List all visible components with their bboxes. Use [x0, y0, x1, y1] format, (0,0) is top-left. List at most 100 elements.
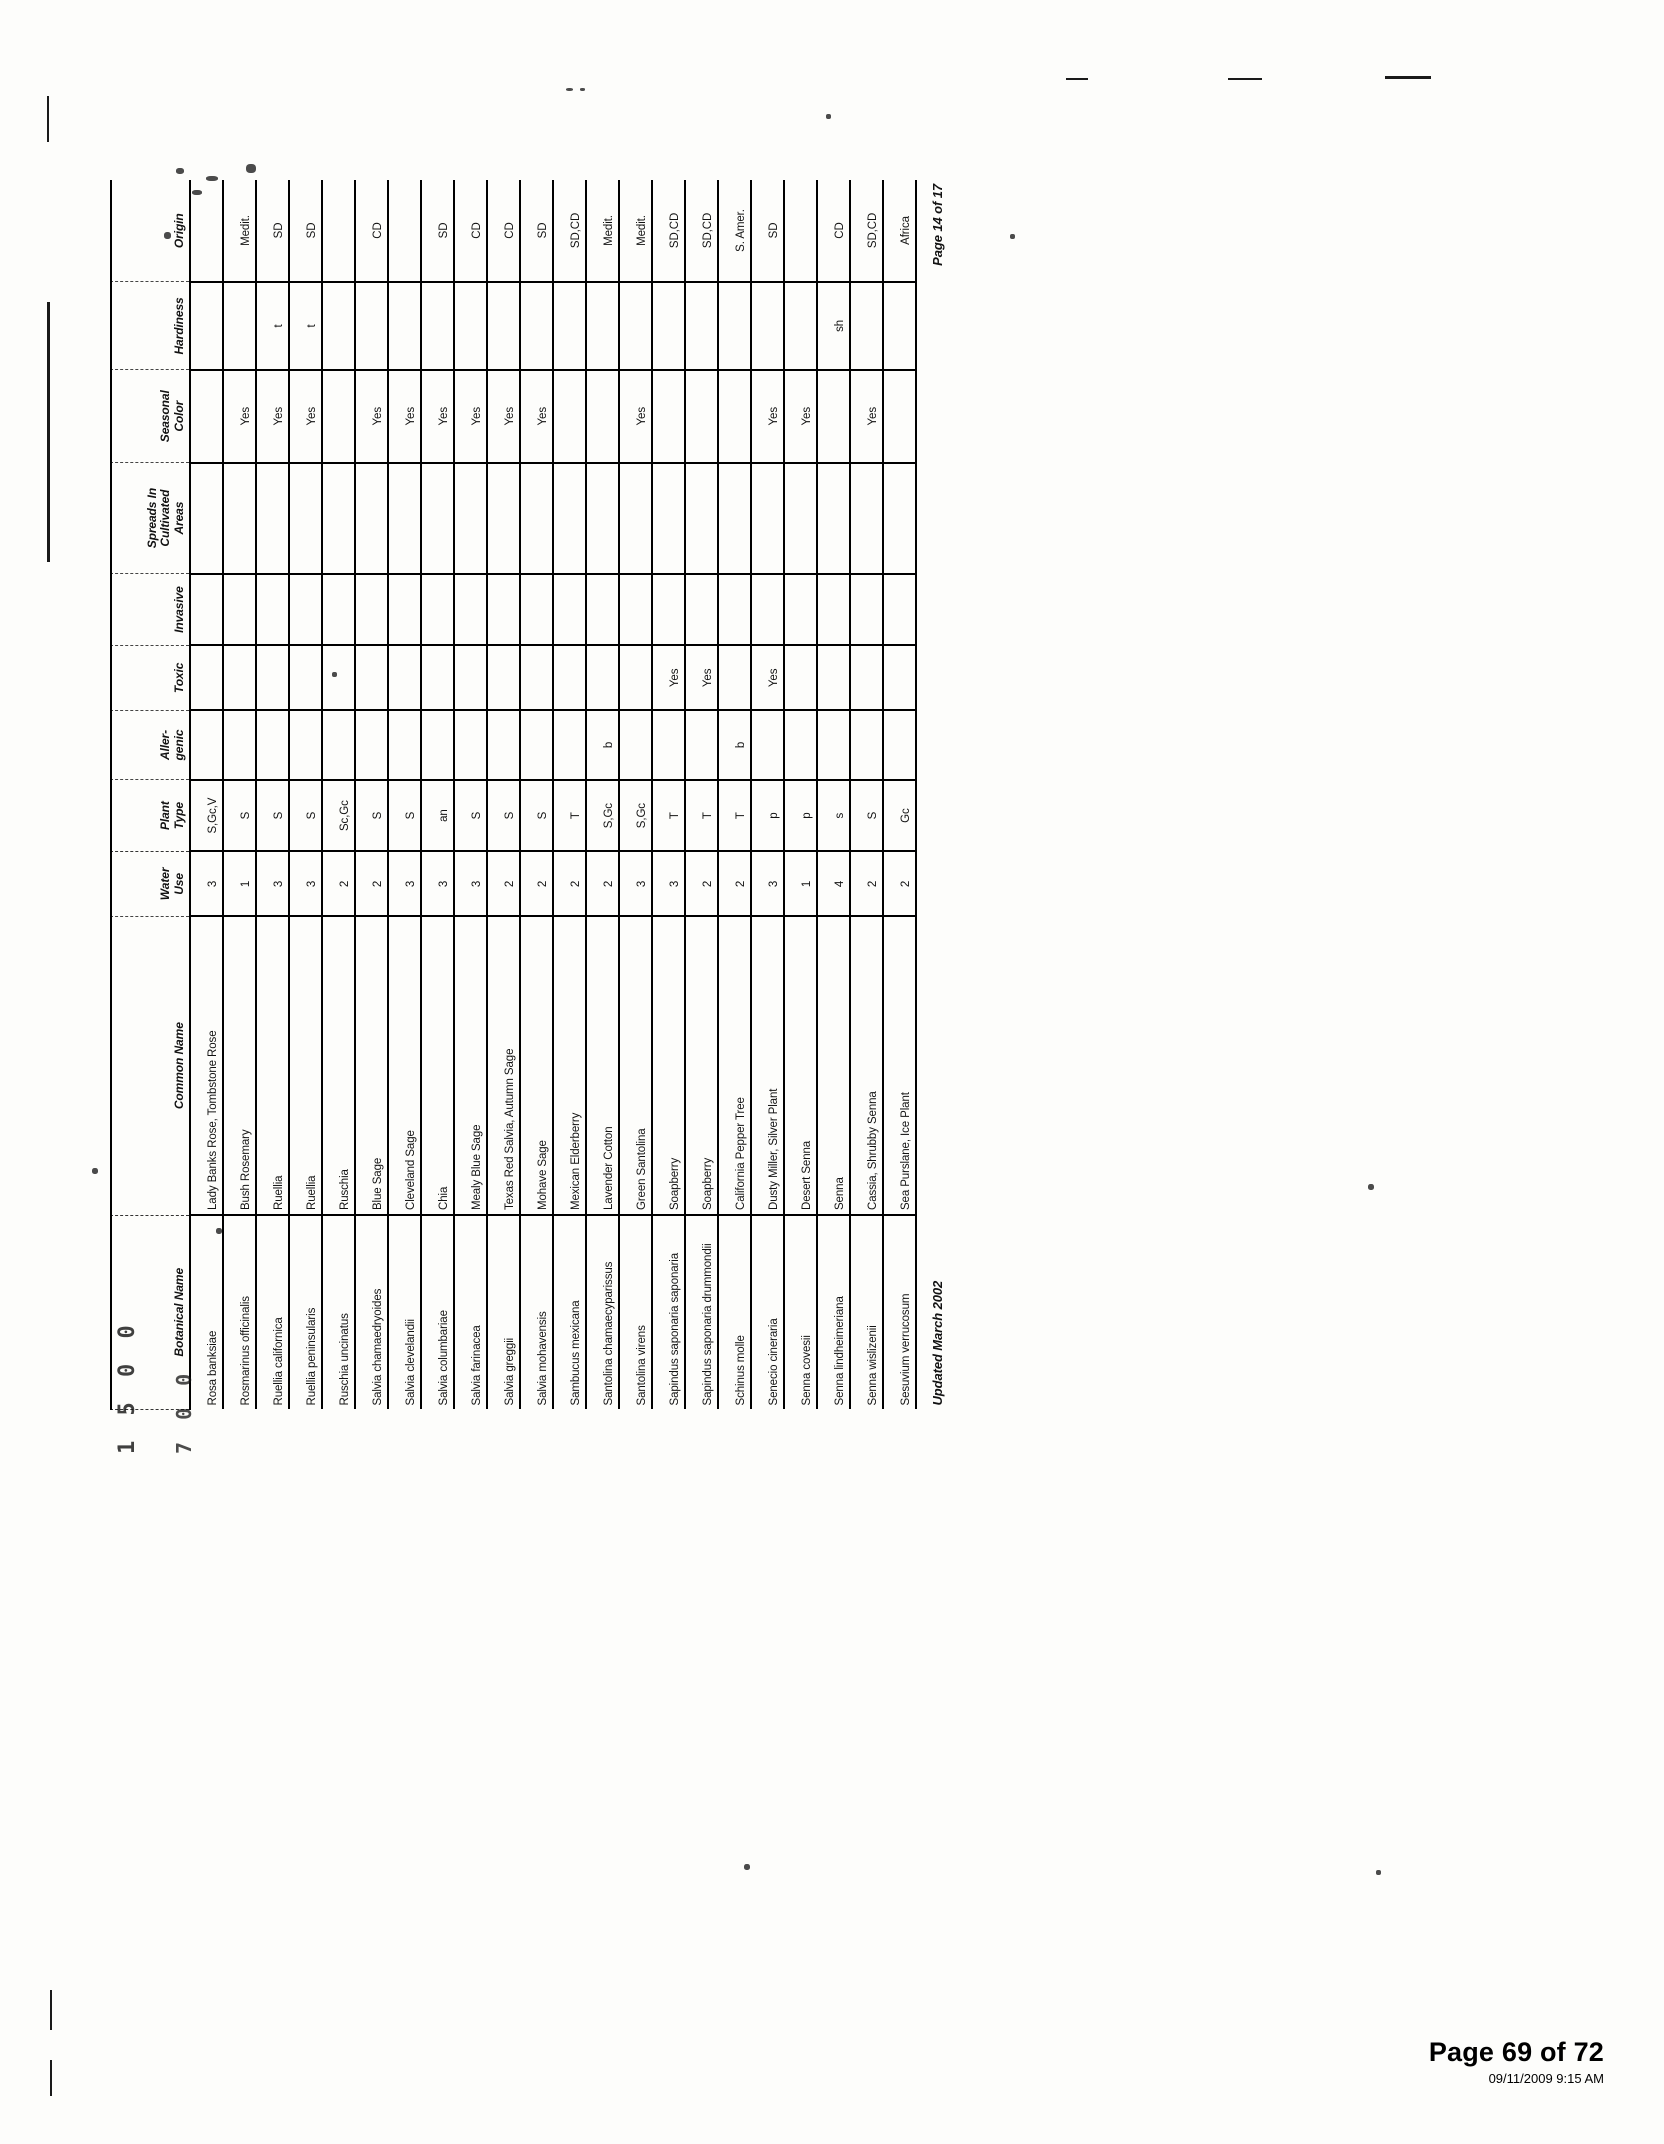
cell-hardiness: [586, 281, 619, 370]
cell-spreads: [553, 462, 586, 574]
cell-origin: CD: [487, 180, 520, 282]
cell-seasonal-color: [685, 369, 718, 463]
cell-toxic: [883, 645, 916, 711]
cell-hardiness: sh: [817, 281, 850, 370]
cell-common-name: Soapberry: [685, 916, 718, 1216]
cell-water-use: 2: [850, 851, 883, 917]
cell-common-name: Ruschia: [322, 916, 355, 1216]
cell-spreads: [256, 462, 289, 574]
col-header-spreads-in-cultivated-areas: Spreads In Cultivated Areas: [110, 462, 190, 574]
cell-seasonal-color: [322, 369, 355, 463]
cell-botanical-name: Sapindus saponaria saponaria: [652, 1215, 685, 1410]
cell-water-use: 3: [751, 851, 784, 917]
cell-seasonal-color: Yes: [751, 369, 784, 463]
cell-toxic: [718, 645, 751, 711]
cell-common-name: Cassia, Shrubby Senna: [850, 916, 883, 1216]
cell-invasive: [256, 573, 289, 646]
cell-invasive: [190, 573, 223, 646]
cell-hardiness: [553, 281, 586, 370]
cell-water-use: 3: [619, 851, 652, 917]
header-text: Areas: [171, 501, 186, 535]
cell-hardiness: [751, 281, 784, 370]
cell-common-name: California Pepper Tree: [718, 916, 751, 1216]
cell-hardiness: [718, 281, 751, 370]
table-row: Ruellia peninsularis Ruellia 3 S Yes t SD: [289, 180, 322, 1410]
table-row: Rosmarinus officinalis Bush Rosemary 1 S Yes…: [223, 180, 256, 1410]
cell-common-name: Cleveland Sage: [388, 916, 421, 1216]
cell-allergenic: [652, 710, 685, 780]
col-header-common-name: Common Name: [110, 916, 190, 1216]
cell-plant-type: S,Gc: [619, 779, 652, 852]
updated-label: Updated March 2002: [930, 1280, 946, 1406]
cell-water-use: 3: [289, 851, 322, 917]
cell-common-name: Blue Sage: [355, 916, 388, 1216]
cell-botanical-name: Salvia greggii: [487, 1215, 520, 1410]
cell-common-name: Mexican Elderberry: [553, 916, 586, 1216]
cell-plant-type: T: [652, 779, 685, 852]
cell-plant-type: S: [454, 779, 487, 852]
cell-botanical-name: Sapindus saponaria drummondii: [685, 1215, 718, 1410]
cell-seasonal-color: Yes: [619, 369, 652, 463]
table-row: Ruellia californica Ruellia 3 S Yes t SD: [256, 180, 289, 1410]
cell-allergenic: [553, 710, 586, 780]
print-stamp: Page 69 of 72 09/11/2009 9:15 AM: [1429, 2037, 1604, 2086]
cell-toxic: [421, 645, 454, 711]
scan-artifact-rule: [47, 302, 50, 562]
cell-plant-type: S,Gc,V: [190, 779, 223, 852]
cell-invasive: [586, 573, 619, 646]
table-header-row: Botanical Name Common Name Water Use Pla…: [110, 180, 190, 1410]
table-row: Salvia columbariae Chia 3 an Yes SD: [421, 180, 454, 1410]
cell-seasonal-color: Yes: [454, 369, 487, 463]
cell-seasonal-color: [553, 369, 586, 463]
cell-origin: SD: [421, 180, 454, 282]
scan-artifact-rule: [50, 1990, 52, 2030]
header-text: Origin: [171, 213, 186, 249]
cell-origin: S. Amer.: [718, 180, 751, 282]
cell-invasive: [883, 573, 916, 646]
cell-invasive: [388, 573, 421, 646]
cell-origin: [190, 180, 223, 282]
cell-seasonal-color: [652, 369, 685, 463]
cell-invasive: [322, 573, 355, 646]
header-text: Cultivated: [158, 489, 173, 547]
cell-spreads: [454, 462, 487, 574]
cell-common-name: Bush Rosemary: [223, 916, 256, 1216]
cell-invasive: [223, 573, 256, 646]
cell-hardiness: [322, 281, 355, 370]
footer-spacer: [916, 710, 948, 779]
cell-plant-type: S: [355, 779, 388, 852]
cell-botanical-name: Salvia mohavensis: [520, 1215, 553, 1410]
cell-botanical-name: Senecio cineraria: [751, 1215, 784, 1410]
cell-origin: SD,CD: [850, 180, 883, 282]
cell-common-name: Soapberry: [652, 916, 685, 1216]
cell-spreads: [619, 462, 652, 574]
cell-origin: [388, 180, 421, 282]
cell-water-use: 3: [652, 851, 685, 917]
header-text: Hardiness: [171, 297, 186, 355]
cell-toxic: [784, 645, 817, 711]
cell-plant-type: S: [850, 779, 883, 852]
footer-spacer: [916, 780, 948, 852]
cell-botanical-name: Senna covesii: [784, 1215, 817, 1410]
cell-allergenic: [322, 710, 355, 780]
cell-plant-type: S: [520, 779, 553, 852]
page-number-label: Page 14 of 17: [930, 184, 946, 266]
cell-allergenic: b: [586, 710, 619, 780]
header-text: genic: [171, 729, 186, 761]
cell-seasonal-color: Yes: [223, 369, 256, 463]
cell-hardiness: [784, 281, 817, 370]
cell-plant-type: S,Gc: [586, 779, 619, 852]
cell-allergenic: [223, 710, 256, 780]
header-text: Spreads In: [144, 487, 159, 549]
cell-water-use: 2: [883, 851, 916, 917]
cell-invasive: [652, 573, 685, 646]
cell-toxic: [850, 645, 883, 711]
cell-hardiness: [487, 281, 520, 370]
cell-hardiness: [388, 281, 421, 370]
cell-water-use: 3: [256, 851, 289, 917]
cell-botanical-name: Santolina chamaecyparissus: [586, 1215, 619, 1410]
cell-hardiness: [619, 281, 652, 370]
cell-spreads: [883, 462, 916, 574]
cell-hardiness: [520, 281, 553, 370]
cell-allergenic: [289, 710, 322, 780]
